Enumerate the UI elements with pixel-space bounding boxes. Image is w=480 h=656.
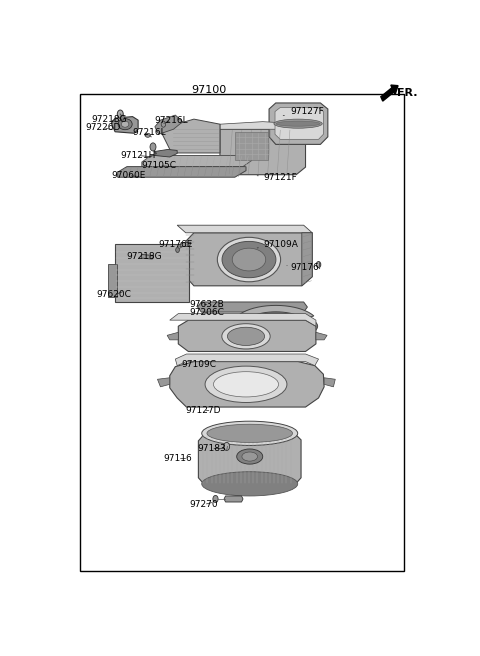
Polygon shape [111, 117, 138, 133]
Polygon shape [302, 233, 312, 286]
Polygon shape [198, 302, 307, 312]
Text: 97105C: 97105C [142, 161, 177, 170]
Bar [108, 264, 117, 297]
Ellipse shape [207, 424, 292, 442]
Circle shape [213, 495, 218, 502]
Text: 97127D: 97127D [186, 406, 221, 415]
Ellipse shape [118, 119, 132, 130]
Text: 97183: 97183 [197, 444, 226, 453]
Text: 97632B: 97632B [190, 300, 224, 309]
Text: 97216L: 97216L [132, 129, 166, 137]
Polygon shape [316, 333, 327, 340]
Circle shape [150, 143, 156, 151]
Polygon shape [220, 129, 305, 174]
Text: 97206C: 97206C [190, 308, 224, 317]
Text: 97176E: 97176E [158, 240, 193, 249]
Polygon shape [157, 378, 170, 387]
Polygon shape [178, 320, 316, 352]
Ellipse shape [145, 133, 150, 137]
Polygon shape [198, 434, 301, 485]
Circle shape [117, 110, 123, 118]
Text: FR.: FR. [396, 88, 417, 98]
Ellipse shape [242, 452, 258, 461]
Ellipse shape [222, 323, 270, 349]
Ellipse shape [234, 313, 318, 339]
Text: 97100: 97100 [191, 85, 227, 95]
Polygon shape [186, 233, 312, 286]
Text: 97109A: 97109A [257, 240, 299, 249]
Polygon shape [235, 132, 268, 159]
Polygon shape [167, 333, 178, 340]
Polygon shape [155, 115, 183, 134]
FancyArrow shape [381, 85, 398, 101]
Text: 97218G: 97218G [92, 115, 127, 123]
Text: 97620C: 97620C [96, 291, 132, 299]
Bar [115, 244, 190, 302]
Polygon shape [170, 314, 316, 326]
Polygon shape [155, 150, 177, 157]
Text: 97116: 97116 [163, 454, 192, 463]
Ellipse shape [228, 327, 264, 346]
Polygon shape [324, 378, 335, 387]
Polygon shape [275, 108, 324, 139]
Ellipse shape [274, 119, 322, 128]
Polygon shape [233, 306, 314, 344]
Polygon shape [118, 167, 246, 177]
Text: 97121F: 97121F [257, 173, 298, 182]
Circle shape [224, 442, 229, 451]
Circle shape [120, 115, 124, 120]
Polygon shape [177, 225, 312, 233]
Polygon shape [170, 361, 324, 407]
Text: 97218G: 97218G [126, 252, 162, 261]
Polygon shape [142, 155, 252, 167]
Circle shape [161, 121, 166, 127]
Text: 97109C: 97109C [181, 359, 216, 369]
Ellipse shape [222, 241, 276, 277]
Polygon shape [220, 121, 305, 129]
Ellipse shape [202, 421, 298, 445]
Ellipse shape [214, 372, 278, 397]
Text: 97226D: 97226D [85, 123, 120, 133]
Ellipse shape [205, 366, 287, 403]
Text: 97176: 97176 [287, 262, 319, 272]
Text: 97127F: 97127F [283, 107, 324, 116]
Polygon shape [175, 354, 319, 365]
Ellipse shape [202, 472, 298, 496]
Polygon shape [180, 242, 191, 247]
Text: 97270: 97270 [190, 500, 218, 509]
Ellipse shape [237, 449, 263, 464]
Text: 97216L: 97216L [155, 116, 189, 125]
Ellipse shape [232, 248, 266, 271]
Circle shape [316, 262, 321, 268]
Polygon shape [224, 496, 243, 502]
Polygon shape [269, 103, 328, 144]
Text: 97060E: 97060E [111, 171, 146, 180]
Polygon shape [162, 119, 220, 153]
Circle shape [176, 247, 180, 253]
Ellipse shape [276, 121, 320, 126]
Ellipse shape [217, 237, 281, 282]
Ellipse shape [240, 317, 311, 335]
Text: 97121H: 97121H [120, 151, 156, 160]
Polygon shape [141, 255, 154, 259]
Ellipse shape [121, 121, 129, 127]
